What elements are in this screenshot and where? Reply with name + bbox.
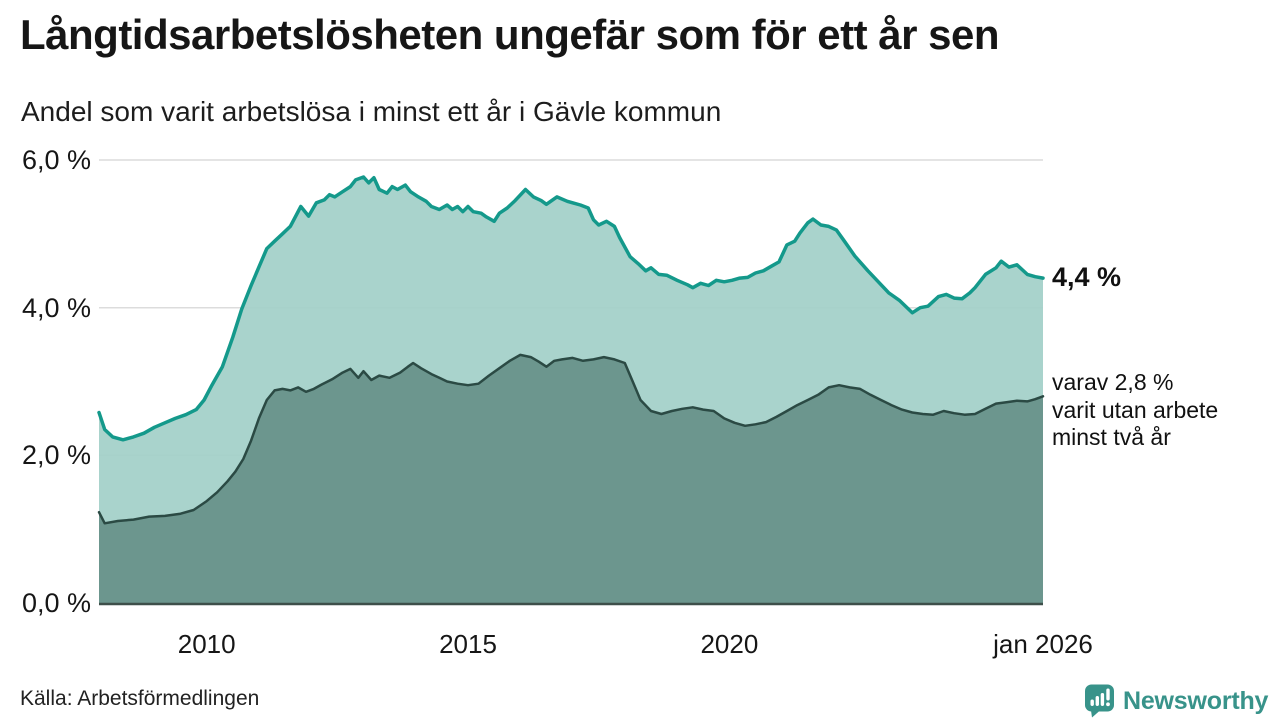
chart-title: Långtidsarbetslösheten ungefär som för e… — [20, 11, 1000, 58]
newsworthy-logo-text: Newsworthy — [1123, 686, 1269, 715]
latest-value-label: 4,4 % — [1052, 262, 1122, 292]
two-year-annotation-line: varav 2,8 % — [1052, 369, 1174, 395]
y-tick-label: 0,0 % — [21, 588, 91, 618]
area-at-least-two-years — [99, 354, 1043, 603]
source-text: Källa: Arbetsförmedlingen — [20, 687, 260, 710]
y-tick-label: 2,0 % — [21, 440, 91, 471]
line-at-least-two-years — [97, 353, 1045, 525]
two-year-annotation: varav 2,8 % varit utan arbete minst två … — [1052, 369, 1218, 452]
newsworthy-logo-icon — [1085, 684, 1114, 718]
newsworthy-brand: Newsworthy — [1084, 684, 1268, 718]
y-tick-label: 4,0 % — [21, 292, 91, 323]
x-tick-label: jan 2026 — [993, 629, 1093, 659]
y-tick-label: 6,0 % — [21, 145, 91, 175]
two-year-annotation-line: varit utan arbete — [1052, 396, 1219, 423]
chart-subtitle: Andel som varit arbetslösa i minst ett å… — [21, 96, 722, 127]
two-year-annotation-line: minst två år — [1052, 424, 1171, 450]
x-tick-label: 2015 — [439, 629, 497, 659]
x-tick-label: 2010 — [177, 629, 236, 659]
line-at-least-one-year — [97, 175, 1045, 442]
x-tick-label: 2020 — [700, 629, 759, 659]
